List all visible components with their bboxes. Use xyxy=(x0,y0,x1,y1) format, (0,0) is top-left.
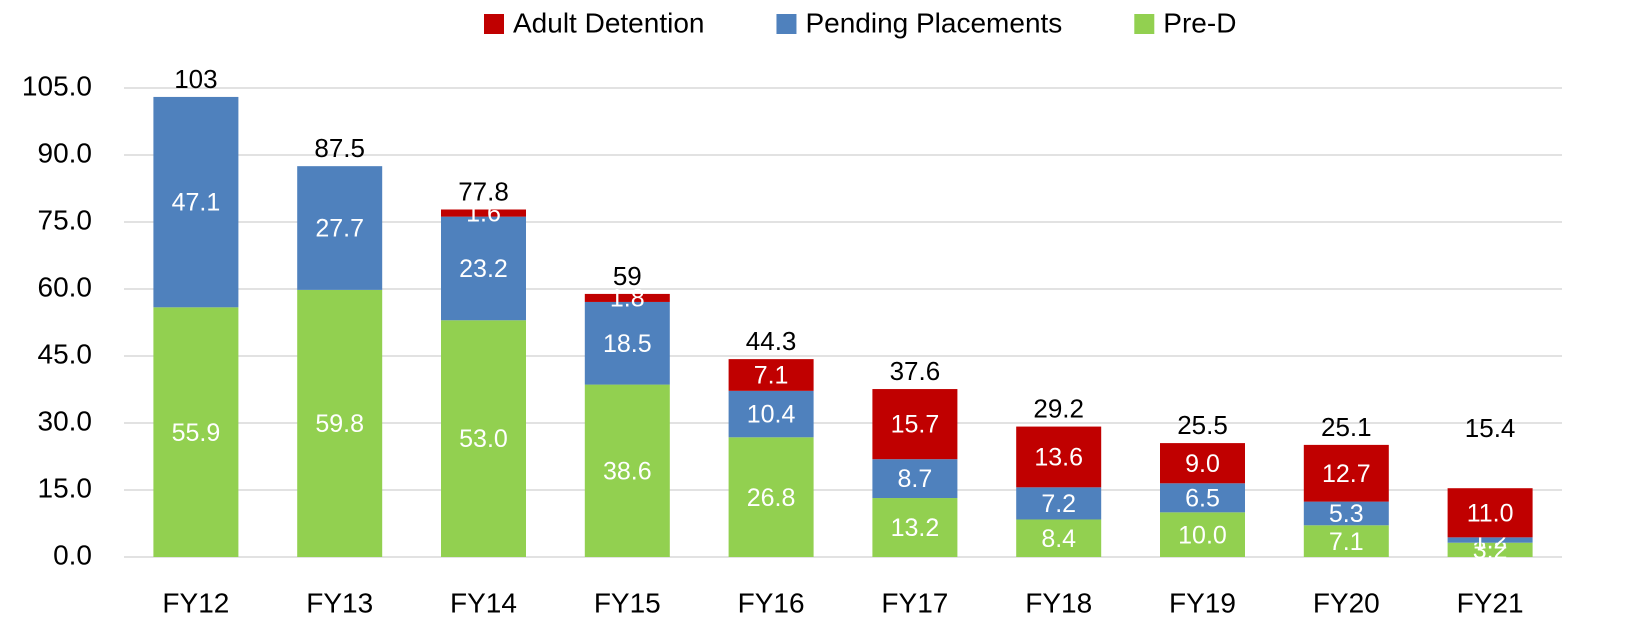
bar-segment xyxy=(1303,501,1389,526)
bar-segment xyxy=(1016,487,1102,520)
total-label: 77.8 xyxy=(458,176,509,206)
bar-segment xyxy=(441,320,526,557)
bar-segment xyxy=(1016,426,1102,488)
total-label: 59 xyxy=(613,261,642,291)
bar-segment xyxy=(872,389,958,460)
bar-segment xyxy=(1303,525,1389,557)
value-label: 18.5 xyxy=(603,330,652,358)
value-label: 7.1 xyxy=(1329,528,1364,556)
bar-segment xyxy=(872,498,958,557)
value-label: 7.2 xyxy=(1041,490,1076,518)
bar-segment xyxy=(1016,519,1102,557)
total-label: 15.4 xyxy=(1465,413,1516,443)
bar-segment xyxy=(441,209,526,217)
total-label: 44.3 xyxy=(746,326,797,356)
x-tick-label: FY14 xyxy=(450,587,517,618)
value-label: 23.2 xyxy=(459,255,508,283)
bar-segment xyxy=(728,359,814,391)
value-label: 59.8 xyxy=(315,410,364,438)
x-tick-label: FY20 xyxy=(1313,587,1380,618)
value-label: 53.0 xyxy=(459,425,508,453)
value-label: 11.0 xyxy=(1467,499,1514,527)
value-label: 9.0 xyxy=(1185,450,1220,478)
bar-segment xyxy=(1160,483,1245,513)
bar-segment xyxy=(297,289,383,557)
total-label: 87.5 xyxy=(314,133,365,163)
bar-segment xyxy=(1303,444,1389,502)
value-label: 13.6 xyxy=(1034,444,1083,472)
value-label: 13.2 xyxy=(891,514,940,542)
bar-segment xyxy=(728,390,814,438)
bar-segment xyxy=(1447,488,1533,538)
value-label: 10.4 xyxy=(747,401,796,429)
bar-segment xyxy=(584,293,670,302)
y-tick-label: 75.0 xyxy=(38,204,93,235)
value-label: 5.3 xyxy=(1329,500,1364,528)
legend-swatch xyxy=(776,14,797,34)
value-label: 27.7 xyxy=(315,215,364,243)
value-label: 15.7 xyxy=(891,411,940,439)
x-tick-label: FY18 xyxy=(1025,587,1092,618)
bar-segment xyxy=(872,459,958,499)
x-tick-label: FY19 xyxy=(1169,587,1236,618)
y-tick-label: 15.0 xyxy=(38,472,93,503)
legend-swatch xyxy=(484,14,504,34)
bar-segment xyxy=(153,96,239,308)
legend-label: Pending Placements xyxy=(805,7,1062,38)
value-label: 1.8 xyxy=(610,285,645,313)
legend-swatch xyxy=(1134,14,1155,34)
bar-segment xyxy=(1160,512,1245,557)
bar-segment xyxy=(728,437,814,557)
bar-segment xyxy=(297,166,383,290)
x-tick-label: FY21 xyxy=(1457,587,1524,618)
x-tick-label: FY13 xyxy=(306,587,373,618)
value-label: 47.1 xyxy=(172,189,221,217)
total-label: 25.5 xyxy=(1177,410,1228,440)
x-tick-label: FY17 xyxy=(881,587,948,618)
value-label: 26.8 xyxy=(747,484,796,512)
y-tick-label: 30.0 xyxy=(38,405,93,436)
value-label: 8.7 xyxy=(898,465,933,493)
y-tick-label: 105.0 xyxy=(22,70,92,101)
total-label: 37.6 xyxy=(890,356,941,386)
value-label: 1.6 xyxy=(466,200,501,228)
total-label: 103 xyxy=(174,64,217,94)
y-tick-label: 60.0 xyxy=(38,271,93,302)
y-tick-label: 0.0 xyxy=(53,539,92,570)
y-tick-label: 90.0 xyxy=(38,137,93,168)
value-label: 38.6 xyxy=(603,457,652,485)
bar-segment xyxy=(1447,542,1533,557)
value-label: 55.9 xyxy=(172,419,221,447)
total-label: 29.2 xyxy=(1033,393,1084,423)
total-label: 25.1 xyxy=(1321,412,1372,442)
x-tick-label: FY12 xyxy=(162,587,229,618)
x-tick-label: FY15 xyxy=(594,587,661,618)
value-label: 6.5 xyxy=(1185,484,1220,512)
value-label: 8.4 xyxy=(1041,525,1076,553)
bar-segment xyxy=(1160,443,1245,484)
bar-segment xyxy=(153,307,239,557)
bar-segment xyxy=(584,301,670,385)
x-tick-label: FY16 xyxy=(738,587,805,618)
legend-label: Pre-D xyxy=(1163,7,1236,38)
bar-segment xyxy=(584,384,670,557)
value-label: 12.7 xyxy=(1322,460,1371,488)
y-tick-label: 45.0 xyxy=(38,338,93,369)
legend-label: Adult Detention xyxy=(513,7,704,38)
value-label: 10.0 xyxy=(1178,521,1227,549)
bar-segment xyxy=(1447,537,1533,543)
value-label: 7.1 xyxy=(754,362,789,390)
bar-segment xyxy=(441,216,526,321)
